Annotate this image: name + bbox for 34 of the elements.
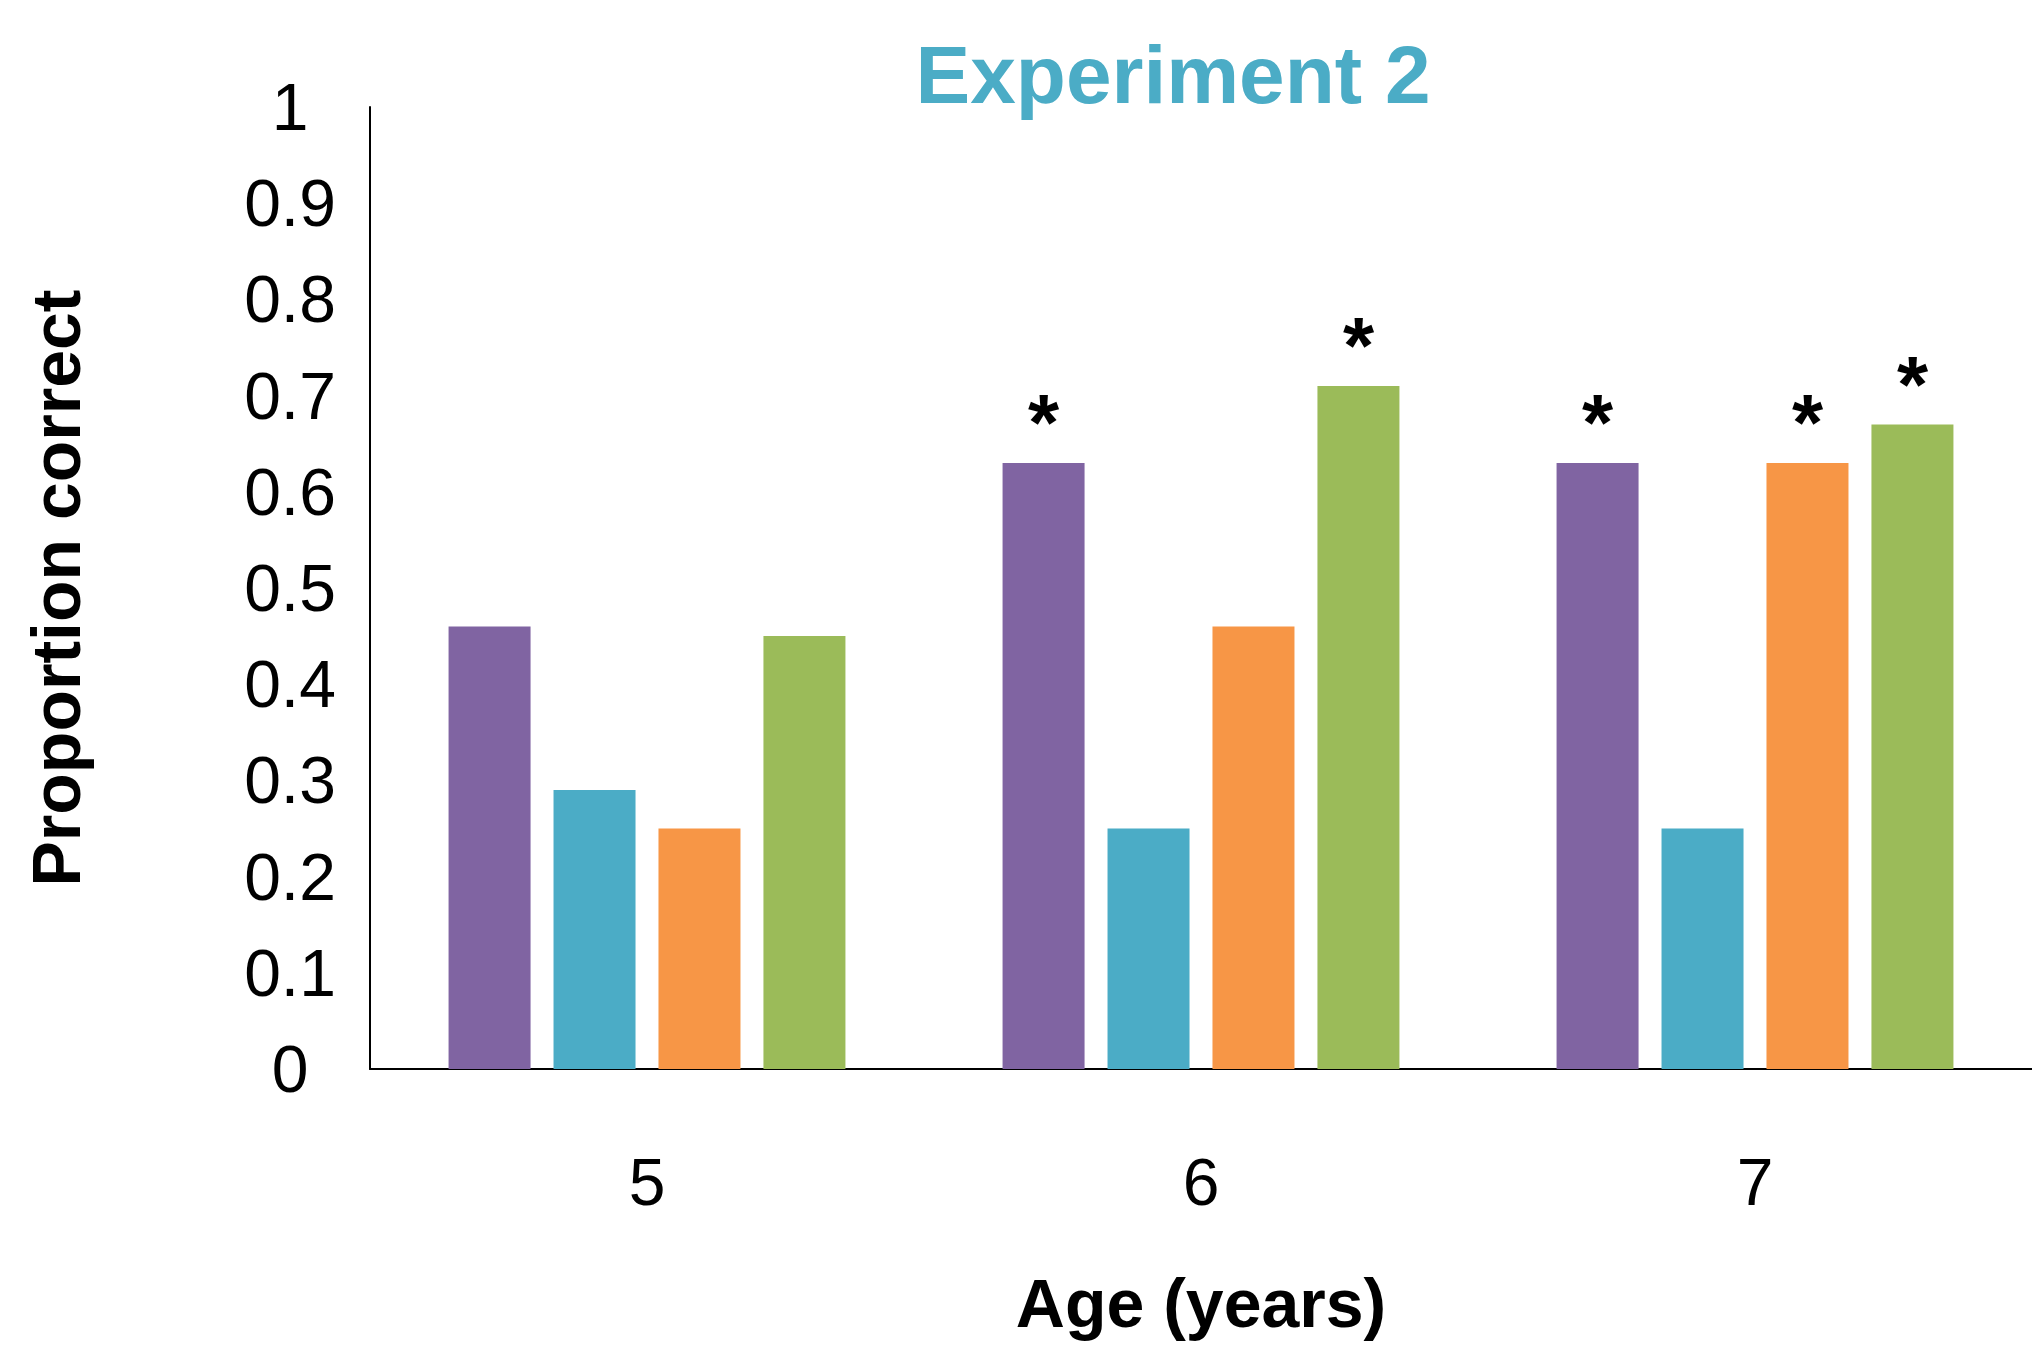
bar <box>1766 462 1849 1069</box>
data-label: * <box>1027 378 1060 468</box>
bar <box>1317 385 1400 1069</box>
bar <box>1212 626 1295 1069</box>
x-axis-title: Age (years) <box>1015 1265 1387 1341</box>
y-tick-label: 0 <box>271 1032 309 1106</box>
bar <box>1107 828 1190 1069</box>
y-tick-label: 0.4 <box>244 647 336 722</box>
x-tick-label: 7 <box>1736 1145 1774 1219</box>
bar <box>1002 462 1085 1069</box>
data-label: * <box>1581 378 1614 468</box>
bar <box>1556 462 1639 1069</box>
x-tick-label: 6 <box>1182 1145 1220 1219</box>
y-tick-label: 0.8 <box>244 262 336 337</box>
y-tick-label: 0.2 <box>244 839 336 914</box>
y-axis-title: Proportion correct <box>18 289 94 887</box>
y-tick-label: 0.7 <box>244 358 336 433</box>
chart-title: Experiment 2 <box>915 28 1431 120</box>
bar <box>763 636 846 1069</box>
bar <box>1661 828 1744 1069</box>
y-tick-label: 0.3 <box>244 743 336 818</box>
y-tick-label: 0.6 <box>244 454 336 529</box>
data-label: * <box>1896 339 1929 429</box>
y-tick-label: 0.5 <box>244 551 336 625</box>
x-tick-label: 5 <box>628 1145 666 1219</box>
y-tick-label: 0.9 <box>244 166 336 241</box>
bar <box>448 626 531 1069</box>
data-label: * <box>1791 378 1824 468</box>
data-label: * <box>1342 301 1375 391</box>
bar <box>1871 424 1954 1069</box>
bar <box>553 790 636 1069</box>
bar <box>658 828 741 1069</box>
y-tick-label: 0.1 <box>244 935 336 1010</box>
y-tick-label: 1 <box>271 70 309 144</box>
